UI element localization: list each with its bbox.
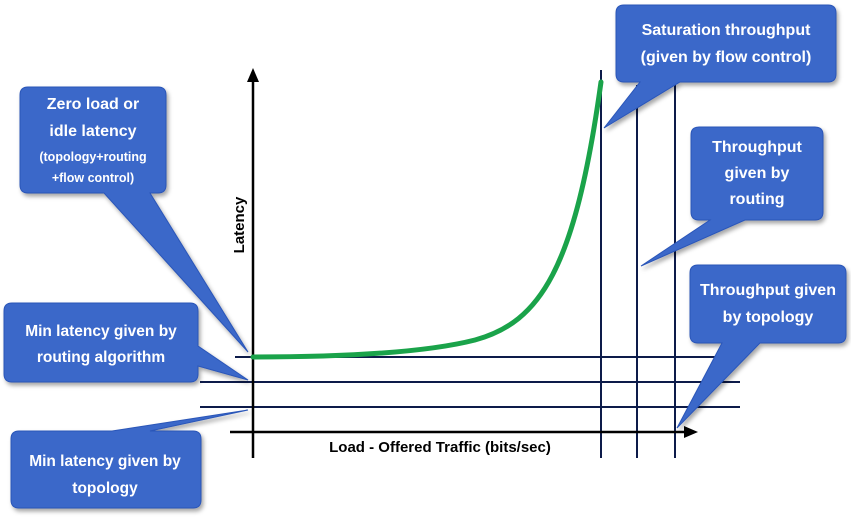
x-axis-label: Load - Offered Traffic (bits/sec) [329, 439, 551, 456]
callout-line: Saturation throughput [642, 22, 812, 39]
callout-line: Throughput [712, 139, 802, 156]
callout-line: Min latency given by [29, 453, 181, 470]
y-axis-arrowhead [247, 68, 259, 82]
callout-throughput-routing: Throughput given by routing [640, 126, 824, 267]
callout-line: (given by flow control) [641, 49, 812, 66]
callout-line: +flow control) [52, 171, 134, 185]
callout-saturation-throughput: Saturation throughput (given by flow con… [603, 4, 837, 129]
callout-shape [19, 86, 249, 353]
callout-line: Zero load or [47, 96, 139, 113]
callout-min-latency-topology: Min latency given by topology [10, 409, 249, 509]
callout-shape [603, 4, 837, 129]
callout-throughput-topology: Throughput given by topology [676, 264, 847, 429]
callout-shape [640, 126, 824, 267]
callout-line: given by [725, 165, 790, 182]
callout-line: by topology [723, 309, 814, 326]
callout-line: Throughput given [700, 282, 836, 299]
callout-line: routing [729, 191, 784, 208]
callout-line: Min latency given by [25, 323, 177, 340]
callout-shape [10, 409, 249, 509]
callout-line: idle latency [49, 123, 136, 140]
callout-min-latency-routing: Min latency given by routing algorithm [3, 302, 249, 383]
callout-shape [3, 302, 249, 383]
callout-zero-load-latency: Zero load or idle latency (topology+rout… [19, 86, 249, 353]
x-axis-arrowhead [684, 426, 698, 438]
y-axis-label: Latency [231, 196, 248, 253]
latency-curve [250, 79, 604, 360]
callout-shape [676, 264, 847, 429]
callout-line: (topology+routing [39, 150, 146, 164]
callout-line: routing algorithm [37, 349, 165, 366]
callout-line: topology [72, 480, 138, 497]
